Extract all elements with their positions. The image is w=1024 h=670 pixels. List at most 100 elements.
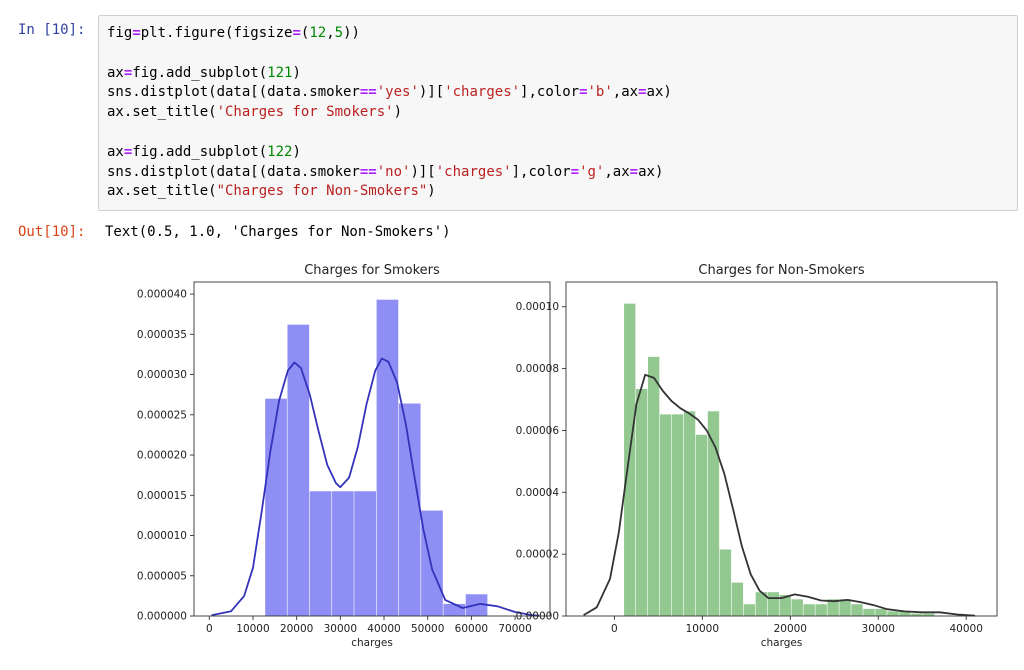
histogram-bar [732,583,743,616]
histogram-bar [443,604,465,616]
code-token: 'charges' [436,164,512,180]
histogram-bar [377,300,399,616]
code-token: 'Charges for Smokers' [217,104,394,120]
histogram-bar [636,389,647,616]
code-token: 121 [267,65,292,81]
chart-title: Charges for Non-Smokers [698,263,864,278]
histogram-bar [792,599,803,616]
y-tick-label: 0.000010 [137,530,187,542]
code-token: ax [107,144,124,160]
y-tick-label: 0.00004 [516,487,560,499]
input-prompt: In [10]: [18,22,85,38]
code-token: fig.add_subplot( [132,144,267,160]
histogram-bar [875,609,886,616]
code-token: = [571,164,579,180]
x-tick-label: 40000 [950,623,983,635]
code-token: )][ [410,164,435,180]
y-tick-label: 0.000020 [137,450,187,462]
code-token: fig [107,25,132,41]
code-token: ],color [512,164,571,180]
x-tick-label: 20000 [280,623,313,635]
code-line [107,123,1017,143]
code-editor[interactable]: fig=plt.figure(figsize=(12,5)) ax=fig.add… [99,16,1017,202]
histogram-bar [851,604,862,616]
code-token: 12 [309,25,326,41]
histogram-bar [684,411,695,616]
chart-smokers: 0.0000000.0000050.0000100.0000150.000020… [137,263,550,649]
y-tick-label: 0.00008 [516,363,559,375]
x-tick-label: 70000 [498,623,531,635]
code-token: ax [107,65,124,81]
x-axis-label: charges [761,637,803,649]
code-token: fig.add_subplot( [132,65,267,81]
code-token: , [326,25,334,41]
code-token: plt.figure(figsize [141,25,293,41]
histogram-bar [696,435,707,616]
code-token: ) [394,104,402,120]
code-token: ax) [638,164,663,180]
x-tick-label: 30000 [324,623,357,635]
code-token: = [630,164,638,180]
y-tick-label: 0.000035 [137,329,187,341]
y-tick-label: 0.00006 [516,425,560,437]
figure-output: 0.0000000.0000050.0000100.0000150.000020… [100,252,1005,664]
code-token: ) [427,183,435,199]
code-token: == [360,164,377,180]
histogram-bar [815,604,826,616]
code-line: ax.set_title('Charges for Smokers') [107,103,1017,123]
code-line: ax.set_title("Charges for Non-Smokers") [107,182,1017,202]
y-tick-label: 0.000025 [137,409,187,421]
code-line: sns.distplot(data[(data.smoker=='yes')][… [107,83,1017,103]
x-tick-label: 0 [611,623,618,635]
histogram-bar [863,609,874,616]
histogram-bar [660,414,671,616]
x-tick-label: 60000 [455,623,488,635]
x-tick-label: 10000 [686,623,719,635]
histogram-bar [265,399,287,616]
histogram-bar [839,599,850,616]
output-text: Text(0.5, 1.0, 'Charges for Non-Smokers'… [105,224,451,240]
y-tick-label: 0.000040 [137,289,187,301]
histogram-bar [720,550,731,616]
code-token: 'b' [588,84,613,100]
histogram-bar [744,604,755,616]
histogram-bar [399,404,421,616]
x-tick-label: 10000 [236,623,269,635]
histogram-bar [354,491,376,616]
code-line: sns.distplot(data[(data.smoker=='no')]['… [107,163,1017,183]
code-token: ,ax [613,84,638,100]
histogram-bar [887,611,898,616]
code-line: ax=fig.add_subplot(122) [107,143,1017,163]
code-cell-input[interactable]: fig=plt.figure(figsize=(12,5)) ax=fig.add… [98,15,1018,211]
code-token: ) [292,65,300,81]
histogram-bar [648,357,659,616]
histogram-bar [672,414,683,616]
code-token: sns.distplot(data[(data.smoker [107,84,360,100]
code-token: 122 [267,144,292,160]
y-tick-label: 0.00000 [516,611,559,623]
code-line [107,44,1017,64]
code-token: )][ [419,84,444,100]
x-axis-label: charges [351,637,393,649]
code-token: )) [343,25,360,41]
code-token: = [132,25,140,41]
code-token: ax.set_title( [107,104,217,120]
y-tick-label: 0.00010 [516,301,559,313]
code-token: 'charges' [444,84,520,100]
histogram-bar [768,592,779,616]
y-tick-label: 0.00002 [516,549,559,561]
y-tick-label: 0.000030 [137,369,187,381]
code-token: ,ax [604,164,629,180]
histogram-bar [421,511,443,616]
y-tick-label: 0.000005 [137,570,187,582]
code-line: fig=plt.figure(figsize=(12,5)) [107,24,1017,44]
x-tick-label: 20000 [774,623,807,635]
x-tick-label: 30000 [862,623,895,635]
histogram-bar [624,304,635,616]
code-token: = [292,25,300,41]
chart-title: Charges for Smokers [304,263,440,278]
x-tick-label: 50000 [411,623,444,635]
code-line: ax=fig.add_subplot(121) [107,64,1017,84]
output-prompt: Out[10]: [18,224,85,240]
code-token: = [638,84,646,100]
